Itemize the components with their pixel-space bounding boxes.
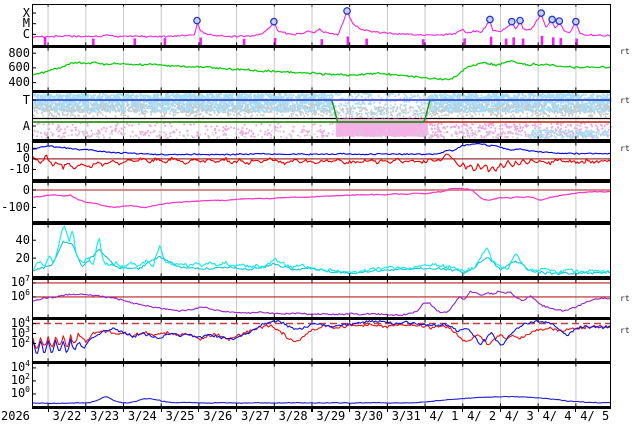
- series-density-1: [32, 225, 611, 275]
- y-tick-label: 40: [15, 232, 30, 247]
- x-tick-label: 4/ 4: [542, 409, 572, 423]
- y-tick-label: 10: [15, 140, 30, 155]
- x-tick-label: 3/24: [127, 409, 157, 423]
- frame-line: [32, 221, 611, 225]
- x-tick-label: 3/31: [391, 409, 421, 423]
- series-electron-blue: [32, 320, 612, 354]
- frame-line: [47, 408, 49, 412]
- x-tick-label: 3/22: [52, 409, 82, 423]
- frame-line: [32, 4, 34, 409]
- rt-flag: rt: [620, 326, 630, 335]
- x-tick-label: 4/ 2: [467, 409, 497, 423]
- x-tick-label: 3/28: [278, 409, 308, 423]
- frame-line: [198, 408, 200, 412]
- y-tick-label: -100: [1, 200, 30, 215]
- series-electron-red: [32, 322, 612, 349]
- frame-line: [32, 90, 611, 93]
- frame-line: [32, 4, 611, 6]
- y-tick-label: 0: [22, 151, 30, 166]
- y-tick-label: 107: [10, 274, 30, 290]
- frame-line: [160, 408, 162, 412]
- frame-line: [85, 408, 87, 412]
- x-tick-label: 3/29: [316, 409, 346, 423]
- y-tick-label: 102: [10, 335, 30, 350]
- frame-line: [462, 408, 464, 412]
- frame-line: [32, 45, 611, 48]
- y-tick-label: -10: [8, 161, 30, 176]
- series-proton-flux: [32, 290, 611, 317]
- panel-density-chart: [32, 225, 611, 276]
- frame-line: [349, 408, 351, 412]
- panel-index-chart: [32, 183, 611, 221]
- series-solar-wind-speed: [32, 60, 611, 81]
- frame-line: [575, 408, 577, 412]
- x-tick-label: 3/23: [90, 409, 120, 423]
- x-tick-label: 4/ 1: [429, 409, 459, 423]
- y-tick-label: T: [22, 92, 30, 107]
- frame-line: [32, 361, 611, 364]
- x-tick-label: 3/26: [203, 409, 233, 423]
- y-tick-label: M: [22, 16, 30, 31]
- panel-bfield-chart: [32, 143, 612, 179]
- y-tick-label: 800: [8, 45, 30, 60]
- y-tick-label: 20: [15, 250, 30, 265]
- y-tick-label: C: [22, 26, 30, 41]
- x-tick-label: 3/27: [240, 409, 270, 423]
- frame-line: [273, 408, 275, 412]
- y-tick-label: 100: [10, 385, 30, 401]
- y-tick-label: 104: [10, 315, 30, 330]
- series-bz: [32, 153, 612, 173]
- panel-bottom-chart: [32, 364, 611, 406]
- rt-flag: rt: [620, 96, 630, 105]
- x-tick-label: 4/ 5: [580, 409, 610, 423]
- y-tick-label: 102: [10, 372, 30, 388]
- y-tick-label: 0: [22, 182, 30, 197]
- y-tick-label: 106: [10, 288, 30, 304]
- panel-ta-chart: [31, 93, 612, 139]
- frame-line: [32, 276, 611, 280]
- panel-electrons-chart: [32, 320, 612, 361]
- frame-line: [236, 408, 238, 412]
- x-tick-label: 3/25: [165, 409, 195, 423]
- frame-line: [311, 408, 313, 412]
- series-xray-flux: [32, 12, 611, 38]
- y-tick-label: X: [22, 5, 30, 20]
- frame-line: [386, 408, 388, 412]
- x-tick-label: 4/ 3: [504, 409, 534, 423]
- y-tick-label: 103: [10, 325, 30, 340]
- frame-line: [537, 408, 539, 412]
- panel-protons-chart: [32, 280, 611, 317]
- year-label: 2026: [1, 409, 30, 423]
- panel-speed-chart: [32, 48, 611, 90]
- frame-line: [32, 317, 611, 320]
- rt-flag: rt: [620, 294, 630, 303]
- frame-line: [32, 139, 611, 143]
- y-tick-label: 400: [8, 75, 30, 90]
- frame-line: [32, 179, 611, 183]
- series-bt: [32, 143, 611, 156]
- y-tick-label: A: [22, 118, 30, 133]
- frame-line: [499, 408, 502, 412]
- y-tick-label: 600: [8, 60, 30, 75]
- frame-line: [609, 4, 611, 409]
- series-bottom-flux: [32, 395, 611, 405]
- rt-flag: rt: [620, 47, 630, 56]
- panel-xray-chart: [32, 4, 611, 45]
- rt-flag: rt: [620, 144, 630, 153]
- x-tick-label: 3/30: [354, 409, 383, 423]
- frame-line: [424, 408, 426, 412]
- frame-line: [32, 406, 611, 409]
- series-dst: [32, 187, 611, 209]
- y-tick-label: 104: [10, 359, 30, 375]
- frame-line: [122, 408, 125, 412]
